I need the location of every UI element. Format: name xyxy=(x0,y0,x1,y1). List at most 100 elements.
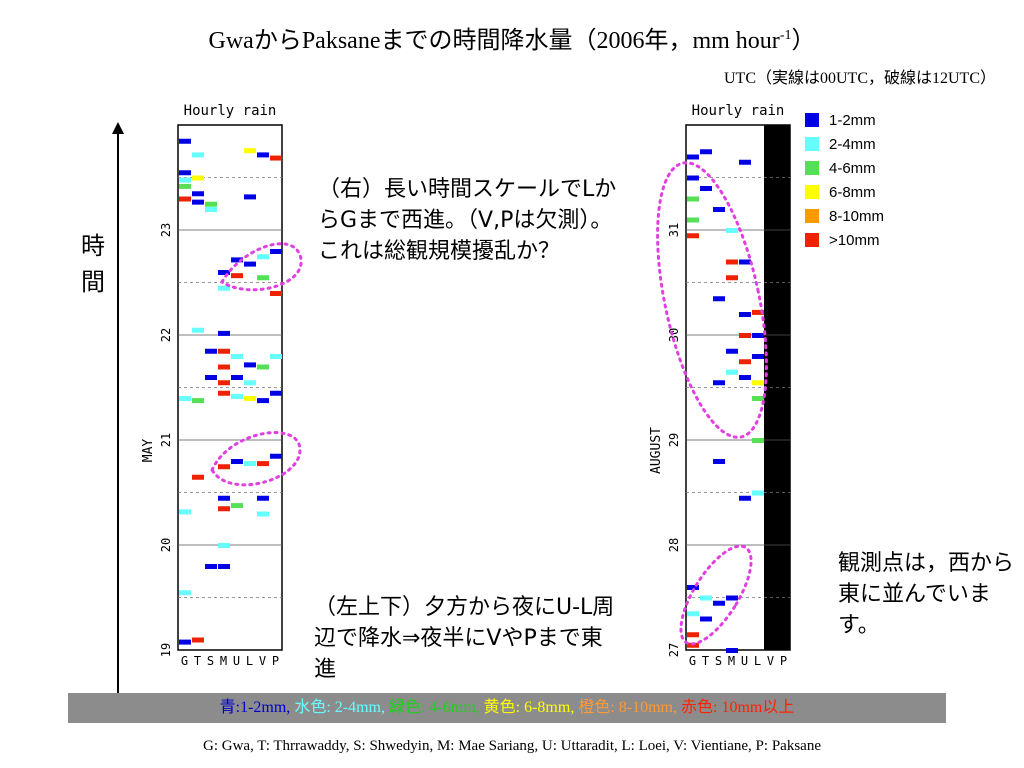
note-left-panel: （左上下）夕方から夜にU-L周辺で降水⇒夜半にVやPまで東進 xyxy=(314,595,615,682)
station-tick-label: M xyxy=(220,654,227,668)
legend-label: >10mm xyxy=(829,231,880,249)
rain-cell xyxy=(687,233,699,239)
rain-cell xyxy=(739,375,751,380)
legend-item: 4-6mm xyxy=(805,156,884,180)
rain-cell xyxy=(257,152,269,158)
rain-cell xyxy=(687,196,699,202)
rain-cell xyxy=(752,354,764,359)
rain-cell xyxy=(687,611,699,617)
rain-legend: 1-2mm 2-4mm 4-6mm 6-8mm 8-10mm >10mm xyxy=(805,108,884,252)
day-tick-label: 19 xyxy=(159,643,173,657)
station-tick-label: M xyxy=(728,654,735,668)
legend-swatch xyxy=(805,113,819,127)
rain-cell xyxy=(257,511,269,517)
legend-label: 1-2mm xyxy=(829,111,876,129)
rain-cell xyxy=(257,254,269,260)
time-arrow xyxy=(112,122,124,702)
rain-cell xyxy=(231,375,243,380)
station-tick-label: S xyxy=(207,654,214,668)
rain-cell xyxy=(231,459,243,464)
rain-cell xyxy=(752,380,764,386)
day-tick-label: 28 xyxy=(667,538,681,552)
station-tick-label: L xyxy=(246,654,253,668)
rain-cell xyxy=(244,461,256,467)
rain-cell xyxy=(231,503,243,509)
rain-cell xyxy=(726,369,738,375)
time-label-char-2: 間 xyxy=(81,268,105,296)
color-key-item: 橙色: 8-10mm, xyxy=(578,699,681,716)
rain-cell xyxy=(179,138,191,144)
rain-cell xyxy=(726,348,738,354)
rain-cell xyxy=(739,333,751,338)
time-label-char-1: 時 xyxy=(81,232,105,260)
legend-swatch xyxy=(805,233,819,247)
rain-cell xyxy=(726,259,738,265)
time-axis-label: 時 間 xyxy=(80,228,106,300)
rain-cell xyxy=(257,275,269,281)
rain-cell xyxy=(752,309,764,315)
rain-cell xyxy=(218,564,230,569)
rain-cell xyxy=(700,616,712,622)
slide-title: GwaからPaksaneまでの時間降水量（2006年，mm hour-1） xyxy=(208,28,816,54)
rain-cell xyxy=(244,380,256,386)
rain-cell xyxy=(700,595,712,601)
legend-swatch xyxy=(805,209,819,223)
station-footer: G: Gwa, T: Thrrawaddy, S: Shwedyin, M: M… xyxy=(203,738,821,754)
day-tick-label: 22 xyxy=(159,328,173,342)
rain-cell xyxy=(244,362,256,368)
rain-cell xyxy=(752,490,764,496)
rain-cell xyxy=(687,632,699,638)
rain-cell xyxy=(218,330,230,336)
color-key-item: 青:1-2mm, xyxy=(219,699,295,716)
rain-cell xyxy=(270,249,282,254)
chart-title: Hourly rain xyxy=(184,103,277,119)
rain-cell xyxy=(739,259,751,265)
rain-cell xyxy=(270,155,282,161)
rain-cell xyxy=(231,354,243,359)
rain-cell xyxy=(218,543,230,548)
station-tick-label: V xyxy=(259,654,266,668)
rain-cell xyxy=(244,396,256,401)
rain-cell xyxy=(700,149,712,155)
rain-cell xyxy=(687,154,699,160)
rain-cell xyxy=(179,177,191,183)
rain-cell xyxy=(687,175,699,181)
rain-cell xyxy=(244,261,256,267)
legend-swatch xyxy=(805,185,819,199)
day-tick-label: 29 xyxy=(667,433,681,447)
rain-cell xyxy=(270,390,282,396)
highlight-ellipse-august-long xyxy=(656,161,768,439)
station-tick-label: L xyxy=(754,654,761,668)
rain-cell xyxy=(192,474,204,480)
station-tick-label: T xyxy=(194,654,201,668)
rain-cell xyxy=(192,199,204,205)
rain-cell xyxy=(726,648,738,653)
rain-cell xyxy=(257,364,269,370)
rain-cell xyxy=(218,364,230,370)
rain-cell xyxy=(270,453,282,459)
station-tick-label: G xyxy=(181,654,188,668)
highlight-ellipse-may-lower xyxy=(210,431,302,487)
rain-cell xyxy=(179,196,191,202)
rain-cell xyxy=(713,207,725,212)
rain-cell xyxy=(179,183,191,189)
rain-cell xyxy=(205,375,217,380)
rain-cell xyxy=(179,396,191,401)
station-tick-label: U xyxy=(233,654,240,668)
rain-cell xyxy=(179,590,191,596)
station-tick-label: G xyxy=(689,654,696,668)
rain-cell xyxy=(231,393,243,399)
rain-cell xyxy=(244,194,256,200)
color-key-bar: 青:1-2mm, 水色: 2-4mm, 緑色: 4-6mm, 黄色: 6-8mm… xyxy=(68,693,946,723)
rain-cell xyxy=(739,359,751,365)
legend-item: 8-10mm xyxy=(805,204,884,228)
slide-subtitle: UTC（実線は00UTC，破線は12UTC） xyxy=(723,70,996,87)
rain-cell xyxy=(270,354,282,359)
rain-cell xyxy=(713,600,725,606)
month-axis-label: MAY xyxy=(141,439,156,463)
highlight-ellipse-may-upper xyxy=(219,242,303,292)
rain-cell xyxy=(218,380,230,386)
rain-cell xyxy=(218,270,230,275)
day-tick-label: 27 xyxy=(667,643,681,657)
rain-cell xyxy=(739,312,751,317)
